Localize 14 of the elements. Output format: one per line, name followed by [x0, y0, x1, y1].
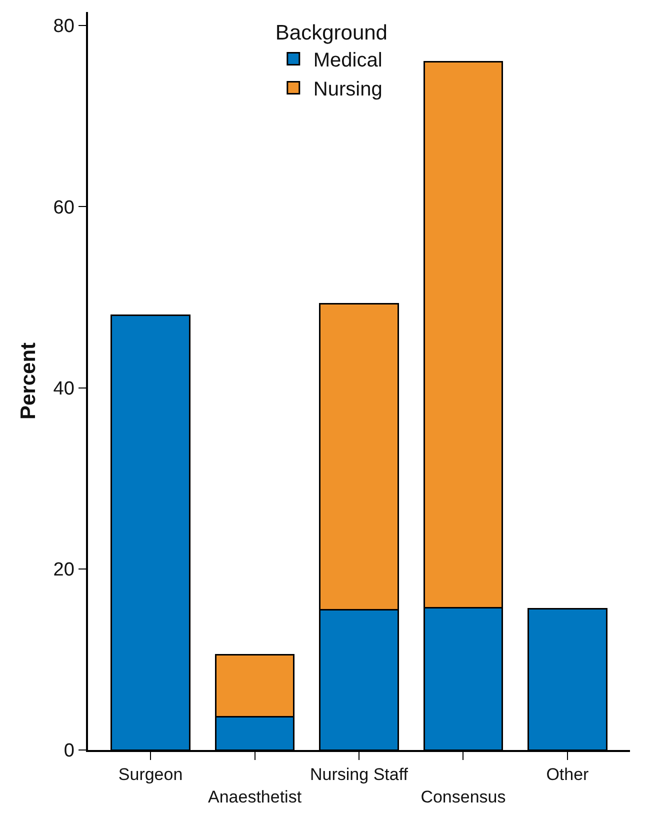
- x-tick-label: Other: [546, 765, 590, 784]
- y-tick-label: 20: [53, 560, 74, 581]
- x-tick-label: Consensus: [420, 787, 506, 806]
- legend-label: Nursing: [313, 78, 382, 101]
- y-tick-label: 60: [53, 197, 74, 218]
- legend-label: Medical: [313, 50, 382, 72]
- legend-title: Background: [275, 21, 388, 44]
- y-tick-label: 0: [64, 740, 74, 762]
- y-axis-title: Percent: [16, 342, 40, 420]
- x-tick-label: Anaesthetist: [208, 787, 302, 806]
- x-tick-label: Surgeon: [118, 765, 183, 784]
- x-tick-label: Nursing Staff: [310, 765, 408, 784]
- y-tick-label: 40: [53, 378, 74, 400]
- y-tick-label: 80: [53, 16, 74, 38]
